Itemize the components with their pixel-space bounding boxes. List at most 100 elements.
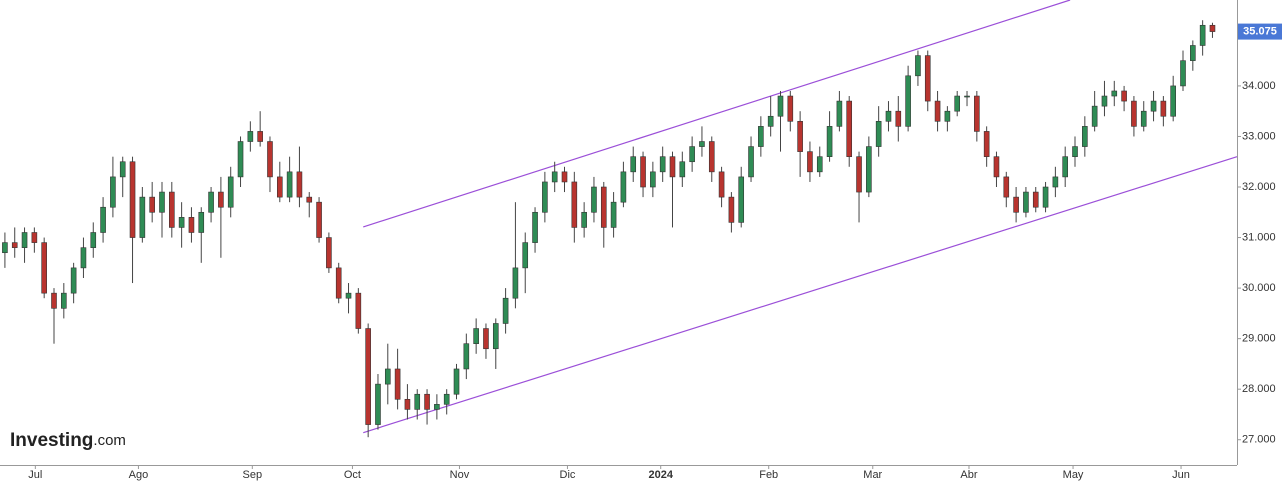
- candle-body: [866, 146, 872, 193]
- candle-body: [836, 100, 843, 127]
- candle-body: [434, 404, 440, 410]
- candle-body: [80, 247, 87, 269]
- candle-body: [532, 211, 538, 243]
- candle-body: [944, 110, 951, 122]
- candle-body: [149, 196, 155, 213]
- candle-body: [571, 181, 578, 228]
- candle-body: [110, 176, 116, 208]
- candle-body: [1131, 100, 1137, 127]
- candle-body: [1101, 95, 1108, 107]
- candle-body: [492, 323, 499, 350]
- x-tick-label: Nov: [450, 469, 470, 481]
- candle-body: [689, 146, 695, 163]
- candle-body: [306, 196, 313, 203]
- candle-body: [816, 156, 823, 173]
- candle-body: [974, 95, 980, 132]
- price-label: 35.075: [1243, 25, 1277, 37]
- candle-body: [512, 267, 519, 299]
- candle-body: [70, 267, 77, 294]
- x-tick-label: Mar: [863, 469, 882, 481]
- candle-body: [542, 181, 548, 213]
- candle-body: [169, 191, 175, 228]
- candle-body: [679, 161, 686, 178]
- candle-body: [561, 171, 568, 183]
- candle-body: [375, 383, 381, 425]
- candle-body: [954, 95, 961, 112]
- candle-body: [650, 171, 656, 188]
- candle-body: [100, 206, 106, 233]
- candle-body: [2, 242, 8, 254]
- candle-body: [51, 292, 57, 309]
- candle-body: [1052, 176, 1059, 188]
- candle-body: [483, 328, 489, 350]
- candle-body: [257, 131, 263, 142]
- x-tick-label: Dic: [560, 469, 576, 481]
- candle-body: [1209, 24, 1216, 32]
- candle-body: [983, 131, 990, 157]
- candle-body: [620, 171, 627, 203]
- candle-body: [365, 328, 371, 425]
- y-tick-label: 29.000: [1242, 333, 1276, 345]
- candle-body: [1199, 24, 1206, 46]
- candle-body: [384, 368, 391, 385]
- y-tick-label: 32.000: [1242, 181, 1276, 193]
- candle-body: [924, 55, 931, 102]
- logo: Investing.com: [10, 430, 126, 451]
- x-tick-label: Abr: [960, 469, 977, 481]
- candle-body: [807, 151, 813, 173]
- candle-body: [610, 201, 617, 228]
- price-label-box: [1238, 23, 1282, 40]
- candle-body: [767, 115, 774, 127]
- candle-body: [885, 110, 892, 122]
- y-tick-label: 33.000: [1242, 130, 1276, 142]
- candle-body: [551, 171, 558, 183]
- candle-body: [797, 121, 803, 152]
- candle-body: [276, 176, 283, 198]
- candle-body: [502, 297, 509, 324]
- x-tick-label: May: [1063, 469, 1084, 481]
- candle-body: [875, 121, 882, 147]
- logo-main: Investing: [10, 430, 93, 451]
- candle-body: [404, 398, 411, 410]
- x-tick-label: Feb: [759, 469, 778, 481]
- candle-body: [61, 292, 67, 309]
- candle-body: [581, 211, 587, 228]
- candle-body: [227, 176, 234, 208]
- candle-body: [826, 126, 833, 157]
- candle-body: [738, 176, 745, 223]
- candle-body: [1003, 176, 1010, 198]
- candle-body: [316, 201, 322, 238]
- candle-body: [600, 186, 607, 228]
- candle-body: [463, 343, 470, 370]
- y-tick-label: 28.000: [1242, 383, 1276, 395]
- candle-body: [1042, 186, 1049, 208]
- candle-body: [640, 156, 646, 188]
- candle-body: [1111, 90, 1118, 97]
- candle-body: [659, 156, 666, 173]
- candle-body: [846, 100, 853, 157]
- candle-body: [1121, 90, 1127, 102]
- y-tick-label: 27.000: [1242, 434, 1276, 446]
- candle-body: [473, 328, 479, 344]
- candle-body: [453, 368, 460, 395]
- candle-body: [758, 126, 764, 147]
- candle-body: [1170, 85, 1176, 117]
- candle-body: [119, 161, 126, 178]
- candle-body: [1160, 100, 1167, 117]
- candle-body: [335, 267, 342, 299]
- candle-body: [718, 171, 725, 198]
- candle-body: [630, 156, 637, 173]
- candle-body: [296, 171, 303, 198]
- candle-body: [591, 186, 597, 213]
- candle-body: [699, 141, 705, 147]
- x-tick-label: Jun: [1172, 469, 1190, 481]
- candle-body: [993, 156, 1000, 178]
- candle-body: [11, 242, 18, 248]
- candle-body: [708, 141, 715, 173]
- x-tick-label: 2024: [648, 469, 673, 481]
- candle-body: [895, 110, 902, 127]
- candle-body: [355, 292, 362, 329]
- x-tick-label: Jul: [28, 469, 42, 481]
